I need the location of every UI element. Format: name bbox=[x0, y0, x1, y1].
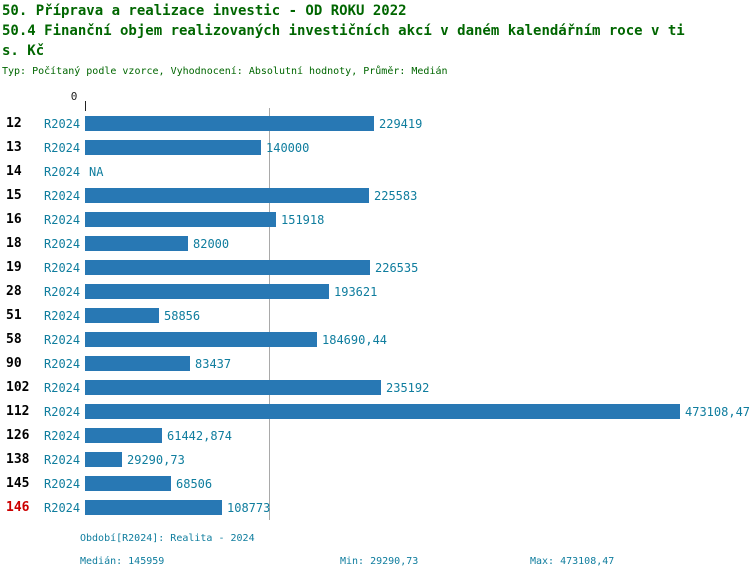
chart-row: 16 R2024 151918 bbox=[0, 208, 750, 232]
chart-rows: 12 R2024 229419 13 R2024 140000 14 R2024 NA 15 R20… bbox=[0, 112, 750, 520]
row-id-label: 102 bbox=[6, 380, 30, 395]
bar-value-label: 151918 bbox=[281, 213, 325, 227]
row-id-label: 145 bbox=[6, 476, 30, 491]
chart-row: 138 R2024 29290,73 bbox=[0, 448, 750, 472]
bar bbox=[85, 284, 329, 299]
row-id-label: 18 bbox=[6, 236, 22, 251]
row-period-label: R2024 bbox=[44, 189, 81, 203]
bar bbox=[85, 404, 680, 419]
row-period-label: R2024 bbox=[44, 261, 81, 275]
bar bbox=[85, 212, 276, 227]
bar bbox=[85, 428, 162, 443]
bar-value-label: 68506 bbox=[176, 477, 213, 491]
footer-period-label: Období[R2024]: Realita - 2024 bbox=[80, 533, 255, 544]
row-id-label: 146 bbox=[6, 500, 30, 515]
row-id-label: 16 bbox=[6, 212, 22, 227]
bar-value-label: 473108,47 bbox=[685, 405, 750, 419]
chart-row: 14 R2024 NA bbox=[0, 160, 750, 184]
bar-value-label: 82000 bbox=[193, 237, 230, 251]
bar-value-label: NA bbox=[89, 165, 104, 179]
footer-max-label: Max: 473108,47 bbox=[530, 556, 615, 567]
row-period-label: R2024 bbox=[44, 333, 81, 347]
bar-value-label: 108773 bbox=[227, 501, 271, 515]
row-period-label: R2024 bbox=[44, 237, 81, 251]
row-id-label: 28 bbox=[6, 284, 22, 299]
bar bbox=[85, 476, 171, 491]
bar-value-label: 226535 bbox=[375, 261, 419, 275]
chart-row: 51 R2024 58856 bbox=[0, 304, 750, 328]
bar bbox=[85, 500, 222, 515]
chart-title-line3: s. Kč bbox=[2, 43, 45, 59]
bar-value-label: 29290,73 bbox=[127, 453, 185, 467]
bar bbox=[85, 188, 369, 203]
chart-title-line2: 50.4 Finanční objem realizovaných invest… bbox=[2, 23, 685, 39]
row-id-label: 13 bbox=[6, 140, 22, 155]
chart-row: 102 R2024 235192 bbox=[0, 376, 750, 400]
row-id-label: 126 bbox=[6, 428, 30, 443]
chart-row: 90 R2024 83437 bbox=[0, 352, 750, 376]
row-period-label: R2024 bbox=[44, 141, 81, 155]
chart-row: 19 R2024 226535 bbox=[0, 256, 750, 280]
row-period-label: R2024 bbox=[44, 213, 81, 227]
row-id-label: 15 bbox=[6, 188, 22, 203]
row-period-label: R2024 bbox=[44, 285, 81, 299]
row-id-label: 58 bbox=[6, 332, 22, 347]
bar bbox=[85, 140, 261, 155]
bar-value-label: 83437 bbox=[195, 357, 232, 371]
x-axis-zero-tick bbox=[85, 101, 86, 111]
bar bbox=[85, 116, 374, 131]
chart-subtitle: Typ: Počítaný podle vzorce, Vyhodnocení:… bbox=[2, 66, 448, 77]
row-period-label: R2024 bbox=[44, 405, 81, 419]
chart-row: 18 R2024 82000 bbox=[0, 232, 750, 256]
chart-row: 15 R2024 225583 bbox=[0, 184, 750, 208]
row-period-label: R2024 bbox=[44, 165, 81, 179]
bar-value-label: 58856 bbox=[164, 309, 201, 323]
chart-row: 145 R2024 68506 bbox=[0, 472, 750, 496]
row-id-label: 12 bbox=[6, 116, 22, 131]
bar bbox=[85, 452, 122, 467]
chart-row: 13 R2024 140000 bbox=[0, 136, 750, 160]
row-period-label: R2024 bbox=[44, 429, 81, 443]
bar-value-label: 61442,874 bbox=[167, 429, 233, 443]
row-period-label: R2024 bbox=[44, 477, 81, 491]
row-id-label: 51 bbox=[6, 308, 22, 323]
bar bbox=[85, 356, 190, 371]
row-period-label: R2024 bbox=[44, 117, 81, 131]
row-period-label: R2024 bbox=[44, 309, 81, 323]
bar-value-label: 225583 bbox=[374, 189, 418, 203]
bar-value-label: 193621 bbox=[334, 285, 378, 299]
x-axis-zero-label: 0 bbox=[70, 90, 78, 103]
bar bbox=[85, 380, 381, 395]
row-period-label: R2024 bbox=[44, 453, 81, 467]
bar bbox=[85, 260, 370, 275]
bar-value-label: 235192 bbox=[386, 381, 430, 395]
row-id-label: 112 bbox=[6, 404, 30, 419]
footer-min-label: Min: 29290,73 bbox=[340, 556, 419, 567]
bar bbox=[85, 236, 188, 251]
chart-row: 112 R2024 473108,47 bbox=[0, 400, 750, 424]
bar-value-label: 229419 bbox=[379, 117, 423, 131]
row-period-label: R2024 bbox=[44, 357, 81, 371]
median-line bbox=[269, 108, 270, 520]
bar bbox=[85, 308, 159, 323]
row-id-label: 138 bbox=[6, 452, 30, 467]
row-period-label: R2024 bbox=[44, 381, 81, 395]
chart-row: 126 R2024 61442,874 bbox=[0, 424, 750, 448]
chart-row: 28 R2024 193621 bbox=[0, 280, 750, 304]
row-id-label: 14 bbox=[6, 164, 22, 179]
bar bbox=[85, 332, 317, 347]
row-id-label: 19 bbox=[6, 260, 22, 275]
chart-row: 58 R2024 184690,44 bbox=[0, 328, 750, 352]
footer-median-label: Medián: 145959 bbox=[80, 556, 165, 567]
chart-row: 146 R2024 108773 bbox=[0, 496, 750, 520]
row-period-label: R2024 bbox=[44, 501, 81, 515]
chart-row: 12 R2024 229419 bbox=[0, 112, 750, 136]
row-id-label: 90 bbox=[6, 356, 22, 371]
bar-value-label: 140000 bbox=[266, 141, 310, 155]
bar-value-label: 184690,44 bbox=[322, 333, 388, 347]
chart-title-line1: 50. Příprava a realizace investic - OD R… bbox=[2, 3, 407, 19]
